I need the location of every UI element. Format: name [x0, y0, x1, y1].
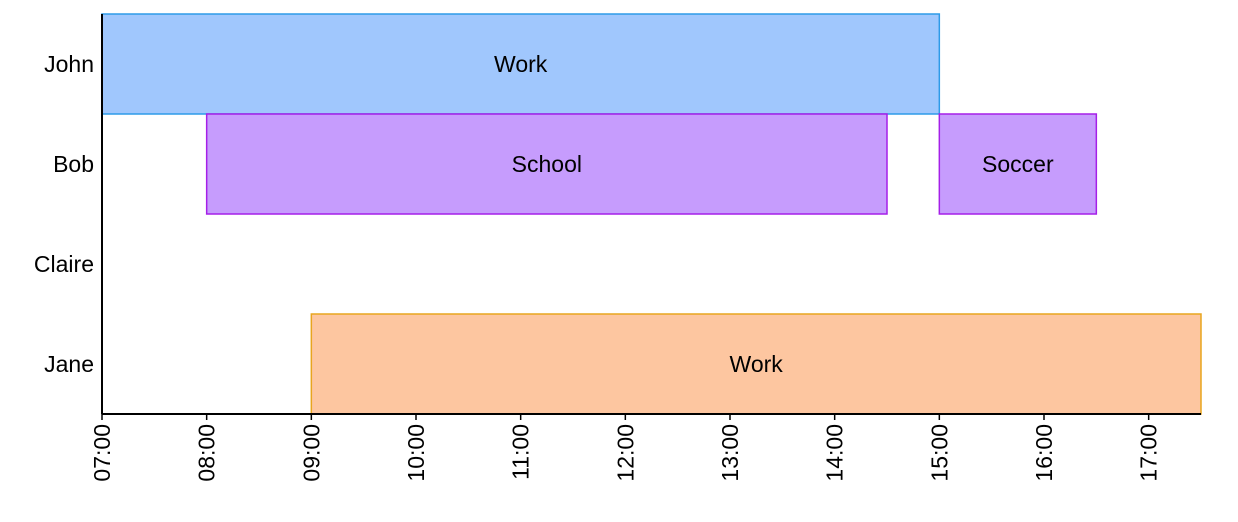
task-bar-bob-soccer	[938, 113, 1098, 215]
task-bars: Work School Soccer Work	[101, 13, 1202, 415]
x-tick-label: 15:00	[926, 424, 952, 482]
row-label-jane: Jane	[44, 351, 94, 377]
row-label-john: John	[44, 51, 94, 77]
task-bar-bob-school	[205, 113, 888, 215]
row-label-bob: Bob	[53, 151, 94, 177]
x-tick-label: 09:00	[298, 424, 324, 482]
task-bar-john-work	[101, 13, 941, 115]
x-tick-label: 12:00	[612, 424, 638, 482]
task-bar-john-work-label: Work	[494, 51, 548, 77]
x-tick-label: 11:00	[508, 424, 534, 480]
task-bar-bob-soccer-label: Soccer	[982, 151, 1054, 177]
task-bar-bob-school-label: School	[512, 151, 582, 177]
x-tick-label: 16:00	[1031, 424, 1057, 482]
x-tick-label: 14:00	[822, 424, 848, 482]
x-tick-label: 08:00	[194, 424, 220, 482]
row-labels: John Bob Claire Jane	[34, 51, 94, 377]
x-axis: 07:00 08:00 09:00 10:00 11:00 12:00 13:00 14:00…	[89, 14, 1201, 482]
row-label-claire: Claire	[34, 251, 94, 277]
x-tick-label: 17:00	[1136, 424, 1162, 482]
x-tick-label: 10:00	[403, 424, 429, 482]
task-bar-jane-work	[310, 313, 1202, 415]
x-tick-label: 07:00	[89, 424, 115, 482]
task-bar-jane-work-label: Work	[730, 351, 784, 377]
x-tick-label: 13:00	[717, 424, 743, 482]
